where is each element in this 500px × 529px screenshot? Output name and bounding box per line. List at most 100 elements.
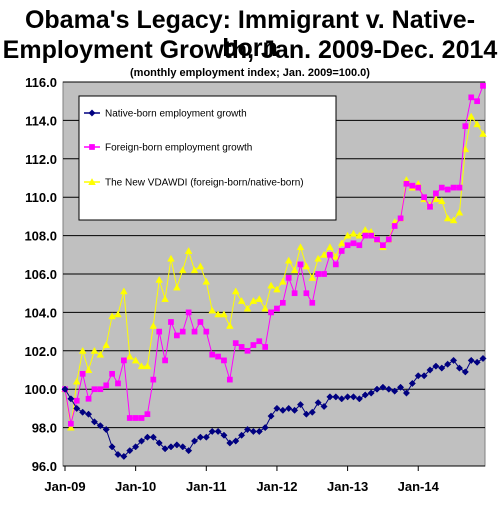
data-point — [132, 443, 140, 451]
data-point — [185, 447, 193, 455]
data-point — [208, 306, 217, 314]
x-tick-label: Jan-09 — [44, 479, 85, 494]
data-point — [279, 277, 287, 285]
data-point — [297, 261, 304, 268]
data-point — [302, 262, 311, 270]
data-point — [203, 328, 210, 335]
data-point — [215, 353, 221, 360]
data-point — [402, 389, 411, 397]
data-point — [437, 197, 446, 205]
data-point — [380, 242, 386, 249]
data-point — [414, 372, 422, 380]
data-point — [167, 254, 175, 262]
data-point — [179, 443, 187, 451]
data-point — [480, 82, 486, 89]
data-point — [320, 402, 328, 411]
data-point — [208, 427, 216, 435]
data-point — [179, 328, 186, 335]
x-tick-label: Jan-13 — [327, 479, 368, 494]
y-tick-label: 98.0 — [32, 421, 57, 436]
data-point — [268, 309, 274, 316]
data-point — [196, 433, 204, 441]
data-point — [284, 256, 293, 264]
data-point — [296, 401, 305, 409]
data-point — [479, 354, 487, 363]
data-point — [185, 309, 192, 316]
data-point — [385, 236, 392, 243]
data-point — [243, 304, 252, 312]
data-point — [232, 340, 239, 346]
data-point — [409, 182, 416, 189]
data-point — [256, 338, 263, 345]
data-point — [285, 404, 293, 412]
data-point — [415, 184, 422, 191]
data-point — [461, 368, 469, 376]
legend-label: The New VDAWDI (foreign-born/native-born… — [105, 178, 304, 189]
data-point — [125, 352, 134, 360]
data-point — [255, 427, 263, 435]
data-point — [285, 274, 292, 281]
data-point — [267, 412, 275, 420]
data-point — [90, 346, 99, 354]
data-point — [231, 287, 240, 295]
data-point — [143, 433, 151, 441]
data-point — [255, 295, 264, 302]
data-point — [438, 364, 446, 372]
y-tick-label: 108.0 — [24, 229, 57, 244]
x-tick-label: Jan-10 — [115, 479, 156, 494]
y-tick-label: 110.0 — [25, 190, 57, 205]
data-point — [473, 120, 481, 128]
chart-subtitle: (monthly employment index; Jan. 2009=100… — [130, 67, 370, 79]
data-point — [143, 362, 152, 370]
data-point — [303, 290, 310, 297]
data-point — [121, 357, 127, 364]
data-point — [79, 370, 86, 377]
chart-title-line-2: Employment Growth, Jan. 2009-Dec. 2014 — [2, 36, 498, 64]
data-point — [173, 283, 181, 291]
data-point — [473, 358, 481, 366]
data-point — [403, 180, 410, 187]
data-point — [262, 344, 269, 350]
data-point — [232, 437, 240, 445]
data-point — [197, 319, 204, 325]
data-point — [68, 420, 74, 427]
data-point — [126, 447, 134, 455]
legend-box — [78, 95, 337, 221]
data-point — [174, 332, 180, 339]
data-point — [315, 271, 322, 277]
data-point — [449, 216, 458, 224]
data-point — [250, 342, 257, 348]
data-point — [444, 186, 451, 193]
data-point — [444, 360, 452, 368]
data-point — [96, 350, 105, 358]
data-point — [73, 404, 81, 412]
x-tick-label: Jan-11 — [186, 479, 226, 494]
data-point — [290, 266, 299, 274]
data-point — [385, 385, 393, 393]
data-point — [214, 310, 222, 318]
data-point — [184, 247, 193, 254]
data-point — [279, 299, 286, 306]
data-point — [155, 275, 164, 283]
data-point — [332, 393, 340, 401]
legend-marker — [88, 109, 96, 117]
data-point — [73, 397, 80, 404]
data-point — [226, 439, 234, 447]
legend-marker — [89, 144, 95, 150]
data-point — [238, 431, 246, 439]
data-point — [202, 277, 211, 285]
data-point — [84, 410, 93, 418]
y-tick-label: 100.0 — [24, 382, 57, 397]
data-point — [79, 408, 87, 416]
data-point — [67, 395, 75, 403]
data-point — [273, 404, 281, 412]
data-point — [137, 362, 146, 370]
y-tick-label: 114.0 — [25, 113, 57, 128]
data-point — [450, 184, 457, 191]
legend-entry: Foreign-born employment growth — [84, 143, 252, 154]
data-point — [432, 362, 440, 370]
data-point — [391, 223, 398, 229]
data-point — [149, 321, 158, 329]
data-point — [361, 391, 369, 399]
data-point — [338, 248, 345, 254]
